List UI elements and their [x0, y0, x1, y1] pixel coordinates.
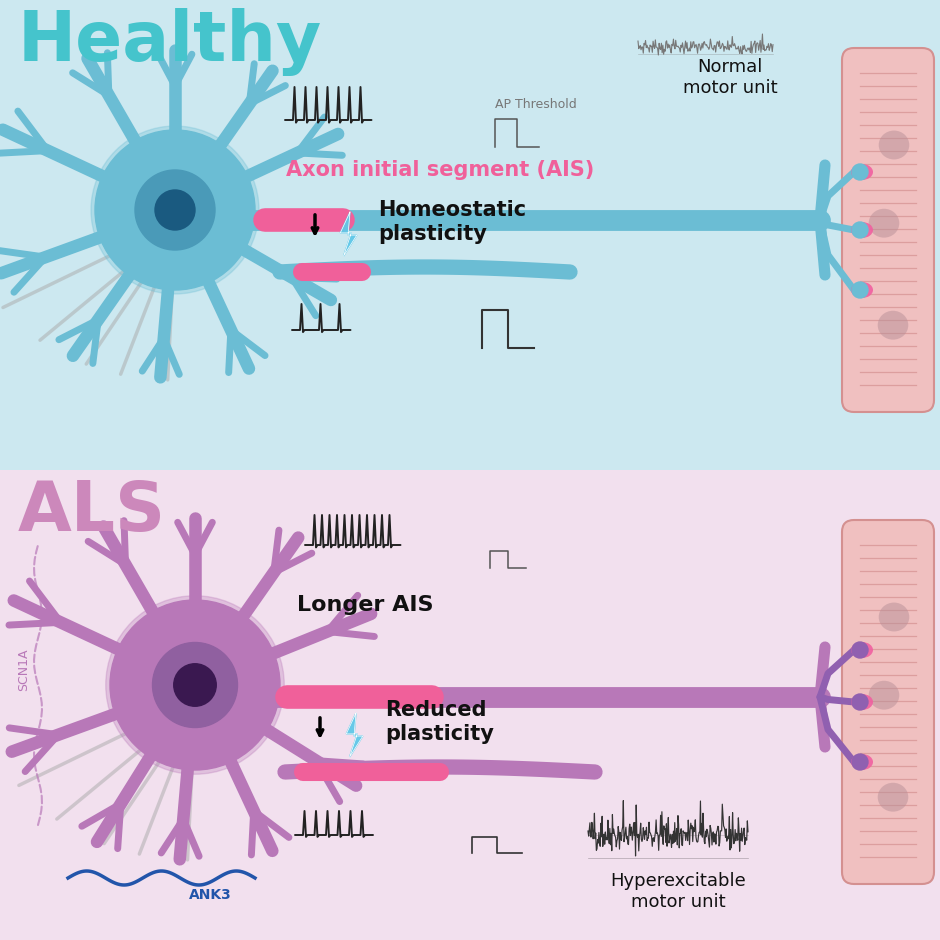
Text: Longer AIS: Longer AIS: [297, 595, 433, 615]
Circle shape: [852, 642, 868, 658]
Circle shape: [106, 596, 284, 775]
Text: Healthy: Healthy: [18, 8, 322, 76]
Ellipse shape: [869, 681, 900, 710]
Circle shape: [852, 222, 868, 238]
Circle shape: [852, 694, 868, 710]
FancyBboxPatch shape: [842, 48, 934, 412]
Text: ANK3: ANK3: [189, 888, 231, 902]
Text: AP Threshold: AP Threshold: [495, 98, 577, 111]
Ellipse shape: [851, 222, 873, 238]
Ellipse shape: [851, 642, 873, 658]
Text: Normal
motor unit: Normal motor unit: [682, 58, 777, 97]
Circle shape: [110, 600, 280, 770]
FancyBboxPatch shape: [842, 520, 934, 884]
Bar: [0, 470, 940, 940]
Ellipse shape: [851, 282, 873, 298]
Bar: [0, 0, 940, 470]
Ellipse shape: [878, 311, 908, 339]
Ellipse shape: [879, 603, 909, 632]
Text: Reduced
plasticity: Reduced plasticity: [385, 700, 494, 744]
Circle shape: [174, 664, 216, 706]
Ellipse shape: [851, 694, 873, 710]
Circle shape: [852, 282, 868, 298]
Circle shape: [152, 643, 238, 728]
Text: Homeostatic
plasticity: Homeostatic plasticity: [378, 200, 526, 243]
Circle shape: [155, 190, 195, 230]
Ellipse shape: [851, 164, 873, 180]
Text: Hyperexcitable
motor unit: Hyperexcitable motor unit: [610, 872, 745, 911]
Circle shape: [852, 164, 868, 180]
Text: SCN1A: SCN1A: [18, 649, 30, 691]
Circle shape: [135, 170, 215, 250]
Polygon shape: [346, 713, 363, 757]
Polygon shape: [340, 212, 357, 256]
Circle shape: [95, 130, 255, 290]
Ellipse shape: [869, 209, 900, 238]
Text: ALS: ALS: [18, 478, 166, 545]
Ellipse shape: [851, 754, 873, 770]
Ellipse shape: [879, 131, 909, 160]
Text: Axon initial segment (AIS): Axon initial segment (AIS): [286, 160, 594, 180]
Circle shape: [91, 126, 259, 294]
Ellipse shape: [878, 783, 908, 811]
Circle shape: [852, 754, 868, 770]
